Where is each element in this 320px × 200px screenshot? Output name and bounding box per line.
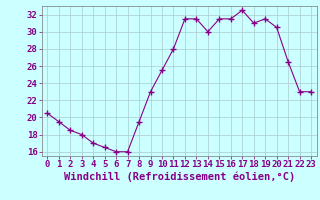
X-axis label: Windchill (Refroidissement éolien,°C): Windchill (Refroidissement éolien,°C)	[64, 172, 295, 182]
